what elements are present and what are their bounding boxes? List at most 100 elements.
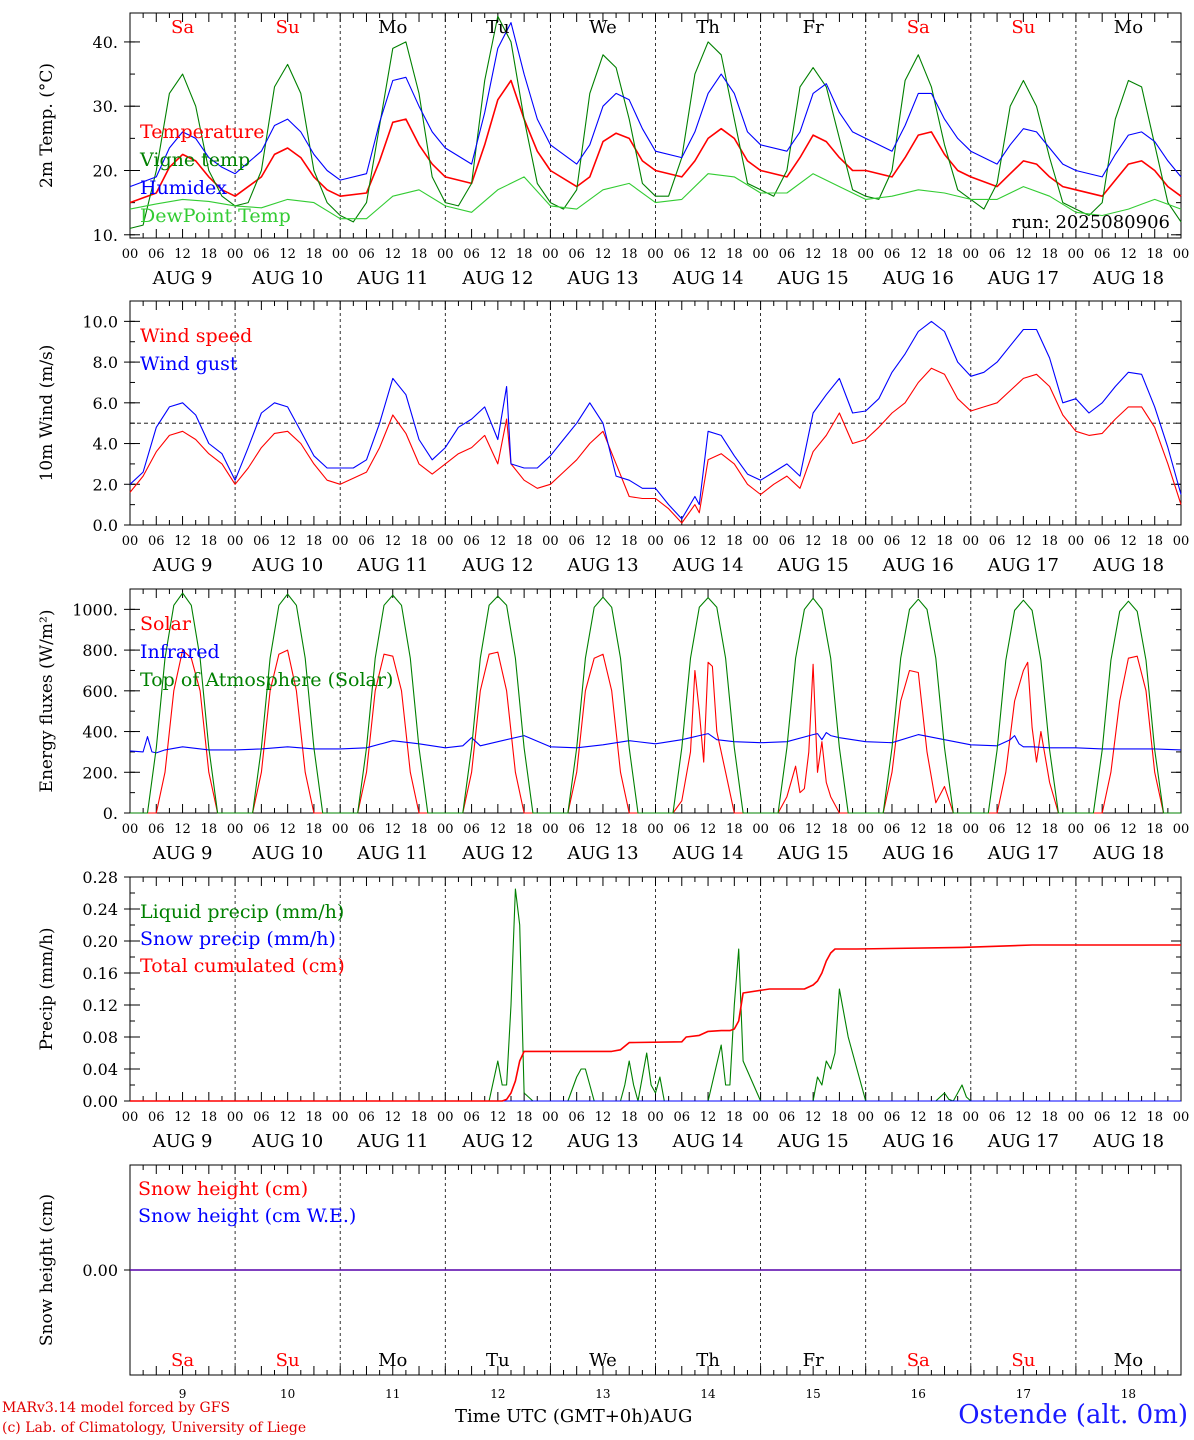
y-tick-label: 0.28 bbox=[82, 868, 118, 887]
y-tick-label: 0.20 bbox=[82, 932, 118, 951]
hour-tick-label: 06 bbox=[463, 1110, 480, 1125]
hour-tick-label: 18 bbox=[201, 247, 218, 262]
date-label: AUG 17 bbox=[987, 843, 1059, 864]
credit-line-1: MARv3.14 model forced by GFS bbox=[2, 1400, 231, 1416]
hour-tick-label: 18 bbox=[1041, 822, 1058, 837]
hour-tick-label: 12 bbox=[384, 822, 401, 837]
weekday-label: We bbox=[589, 1350, 617, 1371]
hour-tick-label: 18 bbox=[516, 534, 533, 549]
hour-tick-label: 00 bbox=[857, 1110, 874, 1125]
day-number-label: 10 bbox=[280, 1387, 295, 1401]
hour-tick-label: 18 bbox=[1146, 822, 1163, 837]
hour-tick-label: 18 bbox=[411, 822, 428, 837]
hour-tick-label: 18 bbox=[306, 534, 323, 549]
weekday-label: Mo bbox=[1114, 1350, 1143, 1371]
hour-tick-label: 12 bbox=[1015, 534, 1032, 549]
date-label: AUG 12 bbox=[461, 843, 533, 864]
weekday-label: Th bbox=[696, 1350, 720, 1371]
hour-tick-label: 06 bbox=[674, 1110, 691, 1125]
weekday-label: Sa bbox=[907, 1350, 930, 1371]
legend-entry: Humidex bbox=[140, 177, 227, 199]
y-tick-label: 400. bbox=[82, 723, 118, 742]
hour-tick-label: 12 bbox=[910, 1110, 927, 1125]
date-label: AUG 18 bbox=[1092, 1131, 1164, 1152]
y-tick-label: 0.12 bbox=[82, 996, 118, 1015]
hour-tick-label: 00 bbox=[752, 1110, 769, 1125]
series-line bbox=[129, 15, 1182, 229]
hour-tick-label: 12 bbox=[1120, 1110, 1137, 1125]
hour-tick-label: 06 bbox=[568, 822, 585, 837]
date-label: AUG 12 bbox=[461, 268, 533, 289]
hour-tick-label: 00 bbox=[1068, 1110, 1085, 1125]
hour-tick-label: 00 bbox=[963, 1110, 980, 1125]
date-label: AUG 12 bbox=[461, 555, 533, 576]
hour-tick-label: 18 bbox=[621, 1110, 638, 1125]
hour-tick-label: 06 bbox=[1094, 822, 1111, 837]
hour-tick-label: 18 bbox=[621, 534, 638, 549]
hour-tick-label: 12 bbox=[1015, 1110, 1032, 1125]
y-axis-label: 10m Wind (m/s) bbox=[37, 345, 57, 482]
hour-tick-label: 06 bbox=[568, 247, 585, 262]
hour-tick-label: 18 bbox=[411, 247, 428, 262]
hour-tick-label: 12 bbox=[279, 822, 296, 837]
y-tick-label: 20. bbox=[93, 162, 118, 181]
weekday-label: We bbox=[589, 17, 617, 38]
date-label: AUG 9 bbox=[152, 268, 213, 289]
weekday-label: Su bbox=[276, 17, 300, 38]
hour-tick-label: 00 bbox=[647, 822, 664, 837]
weekday-label: Mo bbox=[1114, 17, 1143, 38]
hour-tick-label: 12 bbox=[279, 1110, 296, 1125]
legend-entry: Vigne temp bbox=[139, 149, 250, 171]
hour-tick-label: 18 bbox=[201, 1110, 218, 1125]
hour-tick-label: 12 bbox=[910, 822, 927, 837]
y-tick-label: 200. bbox=[82, 763, 118, 782]
hour-tick-label: 00 bbox=[437, 1110, 454, 1125]
hour-tick-label: 12 bbox=[490, 822, 507, 837]
hour-tick-label: 06 bbox=[463, 534, 480, 549]
hour-tick-label: 18 bbox=[1041, 534, 1058, 549]
date-label: AUG 16 bbox=[882, 268, 954, 289]
hour-tick-label: 00 bbox=[1173, 822, 1190, 837]
date-label: AUG 13 bbox=[566, 555, 638, 576]
hour-tick-label: 18 bbox=[831, 822, 848, 837]
hour-tick-label: 12 bbox=[595, 534, 612, 549]
y-tick-label: 0.08 bbox=[82, 1028, 118, 1047]
legend-entry: Snow height (cm W.E.) bbox=[138, 1205, 356, 1227]
hour-tick-label: 12 bbox=[1120, 822, 1137, 837]
legend-entry: Wind speed bbox=[140, 325, 252, 347]
weekday-label: Mo bbox=[378, 17, 407, 38]
hour-tick-label: 18 bbox=[306, 247, 323, 262]
hour-tick-label: 00 bbox=[122, 534, 139, 549]
date-label: AUG 15 bbox=[777, 843, 849, 864]
hour-tick-label: 12 bbox=[384, 247, 401, 262]
hour-tick-label: 06 bbox=[358, 1110, 375, 1125]
hour-tick-label: 00 bbox=[1068, 247, 1085, 262]
hour-tick-label: 12 bbox=[490, 1110, 507, 1125]
hour-tick-label: 18 bbox=[411, 534, 428, 549]
hour-tick-label: 12 bbox=[490, 534, 507, 549]
date-label: AUG 10 bbox=[251, 555, 323, 576]
hour-tick-label: 00 bbox=[542, 247, 559, 262]
hour-tick-label: 06 bbox=[884, 534, 901, 549]
hour-tick-label: 18 bbox=[726, 247, 743, 262]
hour-tick-label: 18 bbox=[621, 247, 638, 262]
hour-tick-label: 06 bbox=[148, 534, 165, 549]
day-number-label: 16 bbox=[911, 1387, 926, 1401]
series-line bbox=[129, 367, 1182, 524]
series-line bbox=[130, 592, 1181, 814]
hour-tick-label: 18 bbox=[936, 1110, 953, 1125]
date-label: AUG 14 bbox=[671, 555, 743, 576]
hour-tick-label: 00 bbox=[752, 247, 769, 262]
hour-tick-label: 00 bbox=[542, 822, 559, 837]
hour-tick-label: 00 bbox=[227, 247, 244, 262]
hour-tick-label: 12 bbox=[174, 822, 191, 837]
date-label: AUG 16 bbox=[882, 1131, 954, 1152]
hour-tick-label: 18 bbox=[1041, 247, 1058, 262]
hour-tick-label: 18 bbox=[621, 822, 638, 837]
hour-tick-label: 12 bbox=[174, 1110, 191, 1125]
hour-tick-label: 18 bbox=[201, 822, 218, 837]
hour-tick-label: 00 bbox=[122, 247, 139, 262]
hour-tick-label: 06 bbox=[779, 534, 796, 549]
hour-tick-label: 12 bbox=[700, 1110, 717, 1125]
hour-tick-label: 18 bbox=[306, 822, 323, 837]
